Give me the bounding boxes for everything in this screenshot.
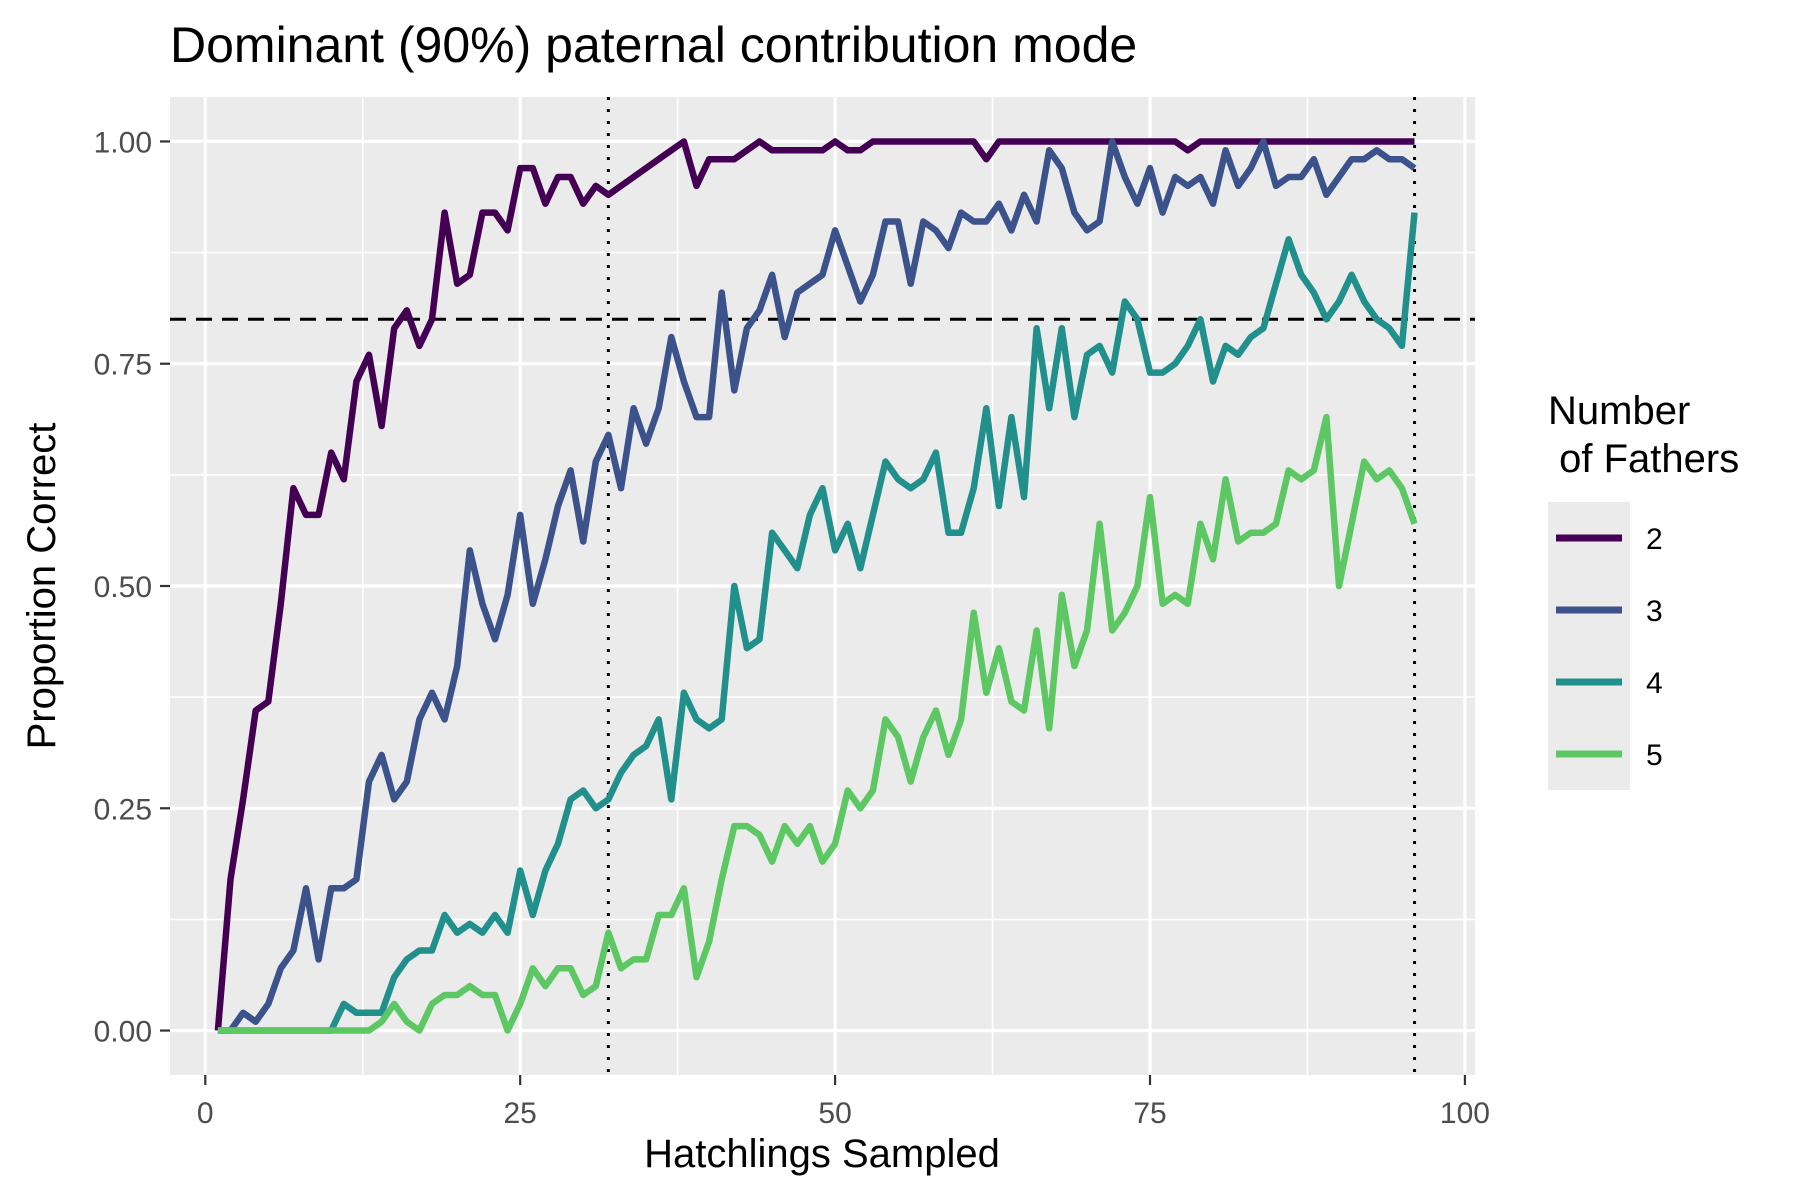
legend-title-line1: Number [1548, 389, 1690, 433]
series-line-4 [217, 212, 1418, 1034]
legend: Number of Fathers 2 3 4 5 [1548, 389, 1739, 790]
x-tick-label: 25 [503, 1097, 536, 1130]
x-axis: 0 25 50 75 100 [197, 1075, 1490, 1130]
x-axis-label: Hatchlings Sampled [644, 1132, 1000, 1176]
y-tick-label: 1.00 [94, 126, 152, 159]
x-tick-label: 0 [197, 1097, 214, 1130]
series-lines [214, 138, 1418, 1034]
y-axis: 0.00 0.25 0.50 0.75 1.00 [94, 126, 170, 1049]
legend-label-3: 3 [1646, 595, 1663, 628]
legend-label-5: 5 [1646, 739, 1663, 772]
legend-label-2: 2 [1646, 523, 1663, 556]
reference-lines [170, 97, 1475, 1075]
series-line-2 [214, 138, 1415, 1031]
legend-key-background [1548, 502, 1630, 790]
y-tick-label: 0.00 [94, 1016, 152, 1049]
legend-title-line2: of Fathers [1548, 437, 1739, 481]
x-tick-label: 50 [818, 1097, 851, 1130]
x-tick-label: 100 [1440, 1097, 1490, 1130]
legend-items: 2 3 4 5 [1556, 523, 1663, 772]
y-tick-label: 0.50 [94, 571, 152, 604]
legend-label-4: 4 [1646, 667, 1663, 700]
y-axis-label: Proportion Correct [20, 423, 64, 750]
series-line-5 [217, 413, 1418, 1034]
series-line-3 [217, 138, 1417, 1034]
x-tick-label: 75 [1133, 1097, 1166, 1130]
chart-title: Dominant (90%) paternal contribution mod… [170, 17, 1137, 73]
y-tick-label: 0.25 [94, 793, 152, 826]
major-gridlines [170, 97, 1475, 1075]
y-tick-label: 0.75 [94, 349, 152, 382]
